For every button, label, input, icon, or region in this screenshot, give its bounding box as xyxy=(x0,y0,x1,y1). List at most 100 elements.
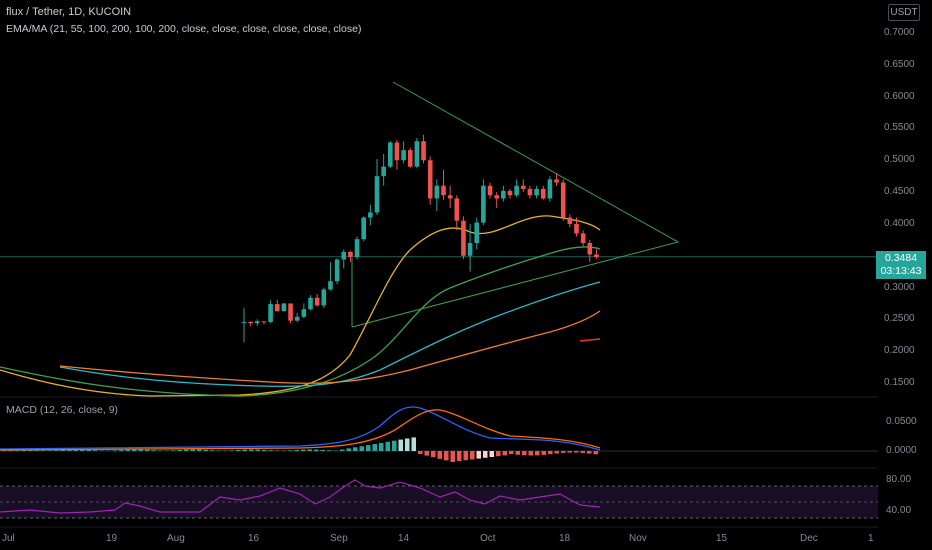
candle-body xyxy=(314,297,320,306)
macd-histogram-bar xyxy=(450,451,455,462)
macd-line xyxy=(0,406,601,451)
candle-body xyxy=(434,185,440,199)
macd-histogram-bar xyxy=(236,449,241,451)
macd-histogram-bar xyxy=(502,451,507,456)
symbol-title: flux / Tether, 1D, KUCOIN xyxy=(6,6,132,18)
currency-badge[interactable]: USDT xyxy=(888,4,920,21)
macd-histogram-bar xyxy=(372,444,377,451)
ema-200 xyxy=(59,310,601,384)
macd-histogram-bar xyxy=(288,450,293,451)
macd-histogram-bar xyxy=(379,442,384,451)
x-tick-label: Sep xyxy=(330,533,348,544)
candle-body xyxy=(574,223,579,234)
macd-histogram-bar xyxy=(67,449,72,451)
candle-body xyxy=(501,190,506,199)
y-tick-label: 0.5000 xyxy=(884,154,915,166)
candle-body xyxy=(487,185,493,196)
macd-histogram-bar xyxy=(34,450,39,451)
candle-body xyxy=(534,188,539,196)
macd-histogram-bar xyxy=(418,451,423,454)
last-price-badge: 0.3484 xyxy=(876,251,926,266)
macd-histogram-bar xyxy=(359,446,364,451)
rsi-pane xyxy=(0,479,878,519)
macd-histogram-bar xyxy=(424,451,429,456)
candle-body xyxy=(547,179,553,199)
macd-histogram-bar xyxy=(60,449,65,451)
macd-histogram-bar xyxy=(171,450,176,451)
macd-histogram-bar xyxy=(151,450,156,451)
candle-body xyxy=(374,176,380,213)
macd-histogram-bar xyxy=(470,451,475,460)
ema-55 xyxy=(0,246,601,397)
candle-body xyxy=(241,321,247,323)
rsi-tick-40: 40.00 xyxy=(886,505,912,516)
candle-body xyxy=(521,185,526,189)
y-tick-label: 0.4000 xyxy=(884,217,915,229)
y-tick-label: 0.5500 xyxy=(884,122,915,134)
macd-tick-005: 0.0500 xyxy=(886,416,917,427)
macd-histogram-bar xyxy=(340,449,345,451)
candle-body xyxy=(255,321,260,324)
countdown-badge: 03:13:43 xyxy=(876,264,926,279)
candlesticks xyxy=(241,134,599,343)
candle-body xyxy=(368,212,373,218)
x-tick-label: Oct xyxy=(480,533,496,544)
macd-histogram-bar xyxy=(132,449,137,451)
macd-histogram-bar xyxy=(210,450,215,451)
macd-histogram-bar xyxy=(119,449,124,451)
macd-pane xyxy=(0,406,878,462)
triangle-drawing[interactable] xyxy=(351,81,680,328)
macd-tick-0: 0.0000 xyxy=(886,445,917,456)
candle-body xyxy=(527,188,533,196)
candle-body xyxy=(341,251,347,260)
macd-histogram-bar xyxy=(444,451,449,461)
candle-body xyxy=(447,195,453,199)
macd-histogram-bar xyxy=(54,450,59,451)
candle-body xyxy=(388,142,393,167)
candle-body xyxy=(481,185,486,223)
x-tick-label: Jul xyxy=(2,533,15,544)
macd-histogram-bar xyxy=(353,447,358,451)
macd-histogram-bar xyxy=(405,438,410,451)
x-tick-label: 16 xyxy=(248,533,260,544)
macd-histogram-bar xyxy=(476,451,481,459)
candle-body xyxy=(587,243,593,255)
macd-histogram-bar xyxy=(515,451,520,455)
macd-histogram-bar xyxy=(561,451,566,453)
candle-body xyxy=(494,195,499,199)
macd-histogram-bar xyxy=(574,451,579,453)
macd-histogram-bar xyxy=(184,449,189,451)
macd-histogram-bar xyxy=(398,439,403,451)
rsi-line xyxy=(0,479,601,514)
macd-histogram-bar xyxy=(80,449,85,451)
candle-body xyxy=(554,179,559,183)
macd-histogram-bar xyxy=(197,449,202,451)
macd-histogram-bar xyxy=(392,440,397,451)
candle-body xyxy=(580,233,586,243)
candle-body xyxy=(427,160,433,199)
y-tick-label: 0.2000 xyxy=(884,345,915,357)
macd-histogram-bar xyxy=(145,449,150,451)
candle-body xyxy=(461,220,466,256)
indicator-legend: EMA/MA (21, 55, 100, 200, 100, 200, clos… xyxy=(6,23,362,35)
signal-line xyxy=(0,409,601,451)
candle-body xyxy=(294,316,300,321)
candle-body xyxy=(248,321,253,324)
candle-body xyxy=(514,185,519,196)
candle-body xyxy=(414,141,420,167)
candle-body xyxy=(274,304,280,312)
candle-body xyxy=(361,217,366,240)
macd-histogram-bar xyxy=(255,449,260,451)
macd-histogram-bar xyxy=(320,449,325,451)
y-tick-label: 0.2500 xyxy=(884,313,915,325)
macd-histogram-bar xyxy=(93,450,98,451)
moving-averages xyxy=(0,215,601,397)
candle-body xyxy=(301,309,307,317)
macd-histogram-bar xyxy=(314,449,319,451)
macd-histogram-bar xyxy=(294,449,299,451)
macd-histogram-bar xyxy=(327,450,332,451)
macd-histogram-bar xyxy=(483,451,488,458)
macd-histogram-bar xyxy=(203,449,208,451)
macd-histogram-bar xyxy=(554,451,559,454)
